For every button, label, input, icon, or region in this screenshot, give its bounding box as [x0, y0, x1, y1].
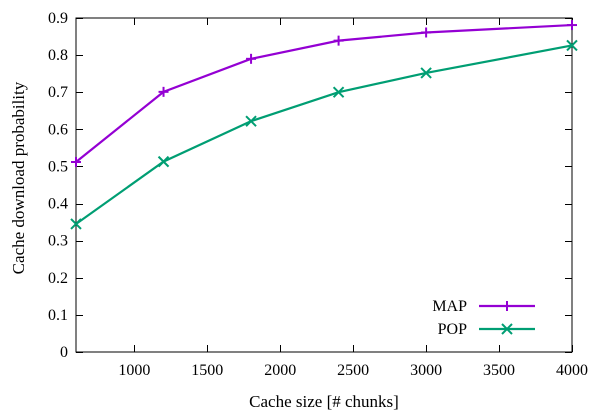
x-tick-label: 1500 [191, 362, 223, 379]
y-axis-label: Cache download probability [9, 81, 28, 274]
data-point-pop [70, 218, 82, 230]
axes: 0 0.1 0.2 0.3 0.4 0.5 0.6 0.7 0.8 0.9 1000 1500 2000… [48, 10, 588, 379]
data-point-map [421, 27, 432, 38]
data-point-map [158, 86, 169, 97]
legend-marker-pop [501, 323, 513, 335]
x-tick-label: 2500 [337, 362, 369, 379]
x-tick-label: 1000 [118, 362, 150, 379]
series-line-pop [75, 44, 573, 225]
data-point-map [71, 156, 81, 167]
data-point-pop [566, 39, 578, 52]
data-point-map [246, 53, 257, 64]
y-tick-label: 0.1 [48, 307, 68, 324]
y-tick-label: 0.4 [48, 196, 68, 213]
series-layer [70, 20, 578, 230]
data-point-map [333, 35, 344, 46]
y-tick-label: 0.6 [48, 121, 68, 138]
data-point-pop [420, 67, 432, 79]
data-point-pop [245, 115, 257, 127]
legend-label: MAP [432, 298, 467, 315]
y-tick-label: 0.2 [48, 270, 68, 287]
x-tick-label: 2000 [264, 362, 296, 379]
x-tick-label: 4000 [556, 362, 588, 379]
series-line-map [75, 23, 573, 163]
y-tick-label: 0 [60, 344, 68, 361]
legend-label: POP [438, 321, 467, 338]
x-tick-label: 3500 [483, 362, 515, 379]
y-tick-label: 0.5 [48, 158, 68, 175]
x-axis-label: Cache size [# chunks] [249, 392, 399, 411]
data-point-pop [157, 155, 170, 168]
y-tick-label: 0.3 [48, 233, 68, 250]
legend-marker-map [502, 301, 512, 311]
x-tick-label: 3000 [410, 362, 442, 379]
legend: MAP POP [432, 298, 535, 338]
y-tick-label: 0.9 [48, 10, 68, 27]
plot-frame [75, 17, 573, 353]
y-tick-label: 0.7 [48, 84, 68, 101]
y-tick-label: 0.8 [48, 47, 68, 64]
data-point-pop [332, 86, 345, 98]
data-point-map [567, 20, 577, 31]
